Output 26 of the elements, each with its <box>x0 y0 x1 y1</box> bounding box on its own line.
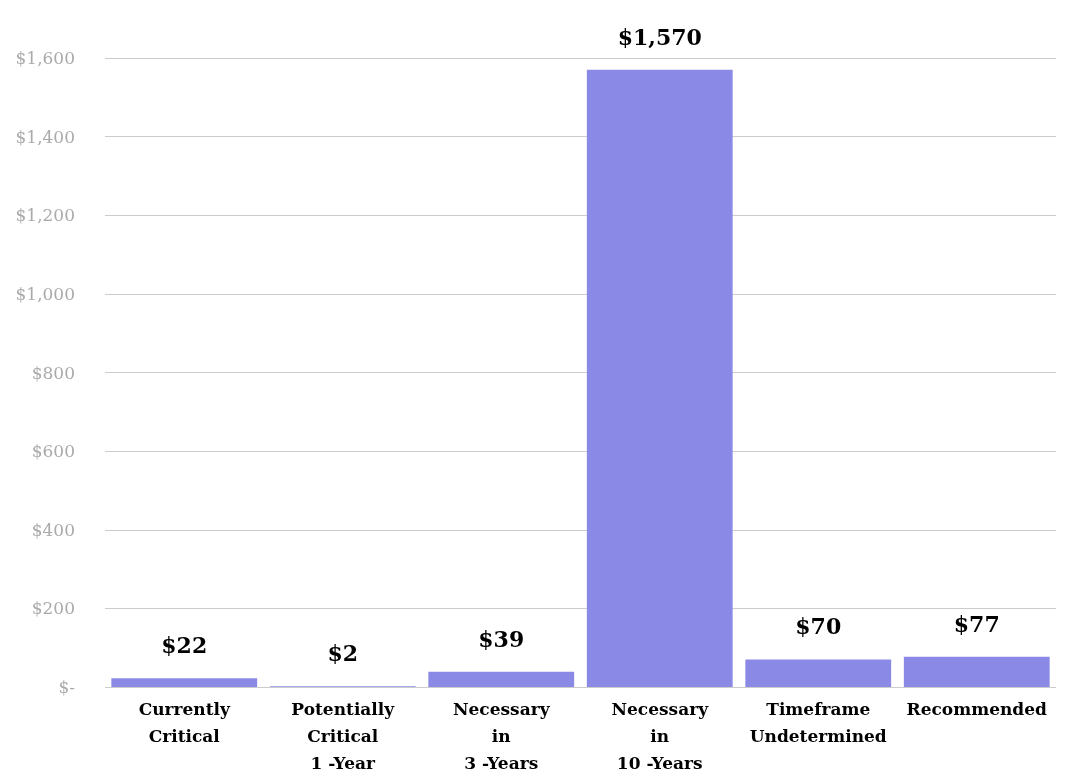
bar <box>586 69 733 687</box>
y-tick-label: $1,200 <box>15 205 75 226</box>
y-tick-label: $200 <box>31 598 75 619</box>
data-label: $22 <box>161 632 208 659</box>
y-tick-label: $1,600 <box>15 48 75 68</box>
y-tick-label: $600 <box>31 441 75 462</box>
x-tick-label: Recommended <box>906 698 1048 719</box>
x-tick-label: Necessary in 10 -Years <box>611 698 710 773</box>
data-label: $77 <box>953 610 1000 637</box>
data-label: $2 <box>327 640 359 667</box>
y-tick-label: $800 <box>31 362 75 383</box>
bar <box>903 656 1050 687</box>
bar <box>111 678 258 687</box>
y-tick-label: $1,400 <box>15 126 75 147</box>
y-tick-label: $1,000 <box>15 283 75 304</box>
bar <box>428 671 575 687</box>
data-label: $70 <box>795 613 842 640</box>
data-label: $39 <box>478 625 525 652</box>
x-tick-label: Timeframe Undetermined <box>749 698 887 746</box>
y-tick-label: $- <box>58 677 75 697</box>
x-tick-label: Necessary in 3 -Years <box>452 698 551 773</box>
x-tick-label: Potentially Critical 1 -Year <box>291 698 396 773</box>
x-tick-label: Currently Critical <box>138 698 231 746</box>
y-tick-label: $400 <box>31 519 75 540</box>
bar <box>745 659 892 687</box>
data-label: $1,570 <box>617 23 702 50</box>
